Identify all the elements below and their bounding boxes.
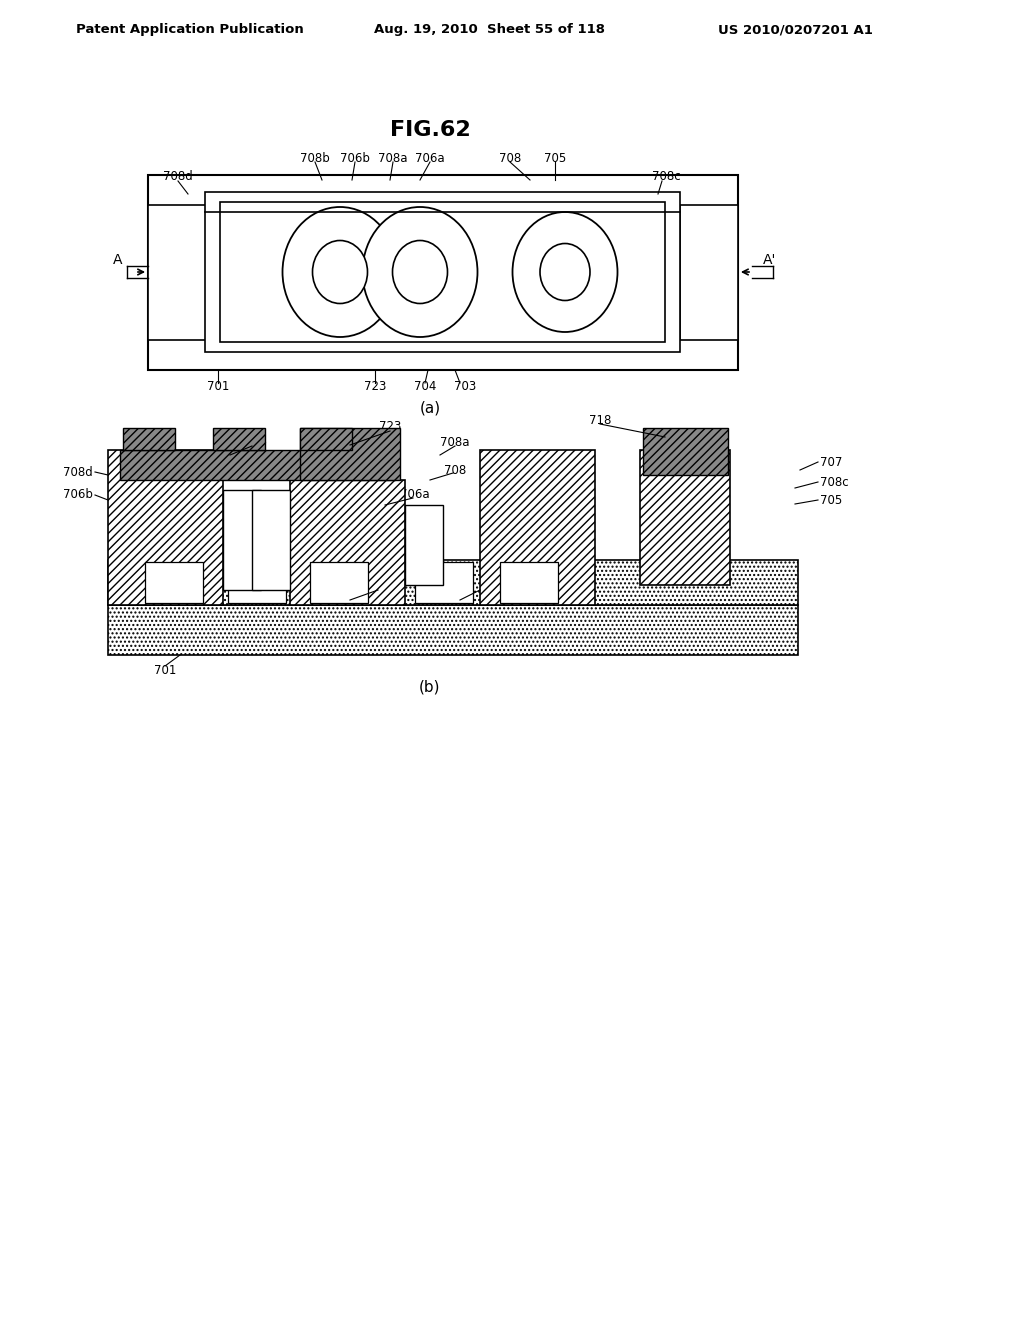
Text: 708a: 708a (378, 152, 408, 165)
Text: 723: 723 (364, 380, 386, 393)
Text: 708c: 708c (820, 475, 849, 488)
Bar (108, 605, 798, 655)
Text: Patent Application Publication: Patent Application Publication (76, 24, 304, 37)
Bar (148, 205, 206, 341)
Text: A: A (114, 253, 123, 267)
Text: 701: 701 (207, 380, 229, 393)
Text: 708b: 708b (300, 152, 330, 165)
Bar (290, 480, 406, 605)
Text: 706a: 706a (415, 152, 444, 165)
Ellipse shape (512, 213, 617, 333)
Text: 701: 701 (154, 664, 176, 676)
Bar (300, 428, 400, 480)
Bar (310, 562, 368, 603)
Text: n+: n+ (521, 578, 538, 587)
Text: US 2010/0207201 A1: US 2010/0207201 A1 (718, 24, 872, 37)
Bar (108, 450, 223, 605)
Text: 705: 705 (544, 152, 566, 165)
Bar (228, 562, 286, 603)
Text: 708d: 708d (63, 466, 93, 479)
Text: 703: 703 (479, 579, 501, 593)
Text: n+: n+ (436, 578, 453, 587)
Text: 704: 704 (414, 380, 436, 393)
Ellipse shape (392, 240, 447, 304)
Text: 704: 704 (367, 579, 389, 593)
Text: 706b: 706b (340, 152, 370, 165)
Text: 706a: 706a (400, 487, 430, 500)
Bar (108, 560, 798, 605)
Text: (b): (b) (419, 680, 440, 694)
Bar (220, 202, 665, 342)
Bar (213, 428, 265, 450)
Text: 708d: 708d (163, 170, 193, 183)
Bar (640, 450, 730, 585)
Text: p+: p+ (166, 578, 182, 587)
Bar (643, 428, 728, 475)
Text: 703: 703 (454, 380, 476, 393)
Bar (300, 428, 352, 450)
Bar (123, 428, 175, 450)
Bar (205, 191, 680, 352)
Bar (252, 490, 290, 590)
Text: Aug. 19, 2010  Sheet 55 of 118: Aug. 19, 2010 Sheet 55 of 118 (375, 24, 605, 37)
Text: 708a: 708a (440, 436, 470, 449)
Bar (680, 205, 738, 341)
Bar (480, 450, 595, 605)
Text: FIG.62: FIG.62 (389, 120, 470, 140)
Text: 718: 718 (589, 413, 611, 426)
Text: 706b: 706b (63, 488, 93, 502)
Bar (500, 562, 558, 603)
Bar (223, 490, 261, 590)
Ellipse shape (540, 243, 590, 301)
Text: 708c: 708c (651, 170, 680, 183)
Text: A': A' (763, 253, 776, 267)
Text: 723: 723 (379, 421, 401, 433)
Ellipse shape (362, 207, 477, 337)
Text: 707: 707 (820, 455, 843, 469)
Text: p+: p+ (249, 578, 265, 587)
Ellipse shape (283, 207, 397, 337)
Text: 708b: 708b (238, 436, 267, 449)
Bar (406, 506, 443, 585)
Text: (a): (a) (420, 400, 440, 416)
Text: p+: p+ (331, 578, 347, 587)
Text: 708: 708 (499, 152, 521, 165)
Bar (415, 562, 473, 603)
Bar (120, 450, 395, 480)
Bar (148, 176, 738, 370)
Ellipse shape (312, 240, 368, 304)
Bar (145, 562, 203, 603)
Text: 708: 708 (443, 463, 466, 477)
Text: 705: 705 (820, 494, 843, 507)
